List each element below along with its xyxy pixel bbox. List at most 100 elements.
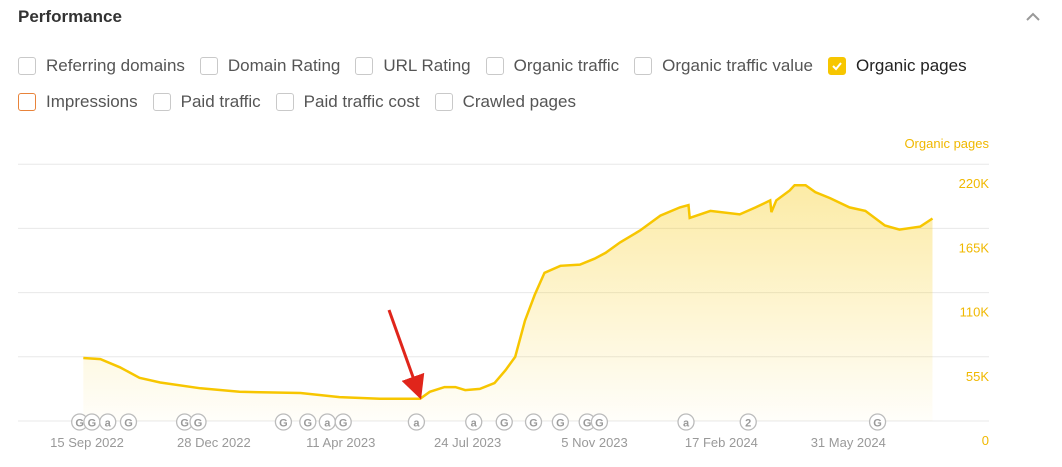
- checkbox-icon[interactable]: [152, 93, 171, 111]
- annotation-marker[interactable]: G: [578, 413, 596, 431]
- checkbox-crawled-pages[interactable]: Crawled pages: [434, 92, 576, 112]
- annotation-marker[interactable]: G: [71, 413, 89, 431]
- annotation-circle: [274, 413, 293, 431]
- checkbox-icon[interactable]: [355, 57, 374, 75]
- annotation-letter: G: [339, 418, 348, 430]
- x-tick-label: 11 Apr 2023: [306, 435, 375, 450]
- annotation-circle: [739, 413, 757, 431]
- checkbox-label: URL Rating: [383, 56, 471, 75]
- checkbox-impressions[interactable]: Impressions: [18, 92, 138, 112]
- checkbox-label: Organic pages: [856, 56, 967, 75]
- annotation-marker[interactable]: G: [119, 413, 138, 431]
- checkbox-label: Impressions: [46, 92, 138, 111]
- annotation-marker[interactable]: G: [551, 413, 570, 431]
- annotation-letter: a: [471, 418, 478, 430]
- series-area: [83, 185, 933, 421]
- checkbox-domain-rating[interactable]: Domain Rating: [199, 56, 341, 76]
- checkbox-paid-traffic-cost[interactable]: Paid traffic cost: [275, 92, 420, 112]
- annotation-marker[interactable]: G: [334, 413, 352, 431]
- annotation-letter: a: [324, 418, 331, 430]
- series-line-organic-pages: [83, 183, 934, 401]
- annotation-circle: [868, 413, 887, 431]
- checkbox-label: Organic traffic: [513, 56, 620, 75]
- chevron-up-icon[interactable]: [1024, 8, 1042, 26]
- y-tick-label: 0: [982, 433, 989, 448]
- annotation-letter: G: [194, 418, 203, 430]
- annotation-letter: G: [583, 418, 592, 430]
- checkbox-icon[interactable]: [275, 93, 294, 111]
- annotation-circle: [318, 413, 336, 431]
- annotation-marker[interactable]: G: [590, 413, 609, 431]
- checkbox-label: Referring domains: [46, 56, 185, 75]
- annotation-circle: [99, 413, 117, 431]
- x-tick-label: 31 May 2024: [811, 435, 886, 450]
- annotation-circle: [551, 413, 570, 431]
- annotation-marker[interactable]: G: [189, 413, 207, 431]
- annotation-marker[interactable]: G: [524, 413, 543, 431]
- metric-toggles-row-2: Impressions Paid traffic Paid traffic cost…: [18, 92, 591, 112]
- annotation-circle: [524, 413, 543, 431]
- annotation-letter: G: [529, 418, 538, 430]
- checkbox-paid-traffic[interactable]: Paid traffic: [152, 92, 261, 112]
- x-tick-label: 24 Jul 2023: [434, 435, 501, 450]
- x-tick-label: 17 Feb 2024: [685, 435, 758, 450]
- annotation-letter: G: [304, 418, 313, 430]
- annotation-marker[interactable]: G: [83, 413, 101, 431]
- y-tick-label: 110K: [960, 305, 990, 320]
- annotation-circle: [299, 413, 317, 431]
- annotation-circle: [334, 413, 352, 431]
- annotation-marker[interactable]: G: [868, 413, 887, 431]
- annotation-circle: [175, 413, 194, 431]
- annotation-letter: G: [75, 418, 84, 430]
- checkbox-label: Paid traffic cost: [303, 92, 420, 111]
- y-tick-label: 165K: [959, 240, 990, 255]
- annotation-letter: G: [88, 418, 97, 430]
- checkbox-checked-icon[interactable]: [828, 57, 846, 75]
- annotation-letter: G: [556, 418, 565, 430]
- annotation-letter: a: [105, 418, 112, 430]
- annotation-letter: G: [500, 418, 509, 430]
- x-tick-label: 5 Nov 2023: [561, 435, 628, 450]
- checkbox-icon[interactable]: [199, 57, 218, 75]
- checkbox-icon[interactable]: [18, 93, 36, 111]
- checkbox-organic-pages[interactable]: Organic pages: [828, 56, 967, 76]
- metric-toggles-row-1: Referring domains Domain Rating URL Rating…: [18, 56, 982, 76]
- checkbox-icon[interactable]: [18, 57, 36, 75]
- annotation-letter: G: [124, 418, 133, 430]
- checkbox-organic-traffic[interactable]: Organic traffic: [485, 56, 620, 76]
- x-tick-label: 15 Sep 2022: [50, 435, 124, 450]
- annotation-marker[interactable]: a: [99, 413, 117, 431]
- annotation-marker[interactable]: a: [677, 413, 695, 431]
- annotation-circle: [189, 413, 207, 431]
- annotation-circle: [83, 413, 101, 431]
- annotation-marker[interactable]: G: [495, 413, 513, 431]
- checkbox-icon[interactable]: [434, 93, 453, 111]
- annotation-marker[interactable]: G: [274, 413, 293, 431]
- page-title: Performance: [18, 7, 122, 26]
- checkbox-icon[interactable]: [634, 57, 653, 75]
- y-axis-label: Organic pages: [904, 136, 989, 151]
- annotation-marker[interactable]: G: [175, 413, 194, 431]
- annotation-circle: [495, 413, 513, 431]
- annotation-letter: G: [279, 418, 288, 430]
- checkbox-label: Crawled pages: [462, 92, 576, 111]
- checkbox-organic-traffic-value[interactable]: Organic traffic value: [634, 56, 813, 76]
- annotation-letter: a: [413, 418, 420, 430]
- annotation-letter: a: [683, 418, 690, 430]
- annotation-circle: [590, 413, 609, 431]
- y-tick-label: 55K: [966, 369, 989, 384]
- annotation-marker[interactable]: a: [465, 413, 483, 431]
- checkbox-referring-domains[interactable]: Referring domains: [18, 56, 185, 76]
- annotation-marker[interactable]: G: [299, 413, 317, 431]
- annotation-circle: [677, 413, 695, 431]
- checkbox-icon[interactable]: [485, 57, 504, 75]
- annotation-marker[interactable]: a: [407, 413, 426, 431]
- y-tick-label: 220K: [959, 176, 990, 191]
- checkbox-url-rating[interactable]: URL Rating: [355, 56, 471, 76]
- annotation-letter: 2: [745, 418, 751, 430]
- annotation-marker[interactable]: 2: [739, 413, 757, 431]
- x-tick-label: 28 Dec 2022: [177, 435, 251, 450]
- annotation-circle: [465, 413, 483, 431]
- annotation-marker[interactable]: a: [318, 413, 336, 431]
- checkbox-label: Domain Rating: [227, 56, 341, 75]
